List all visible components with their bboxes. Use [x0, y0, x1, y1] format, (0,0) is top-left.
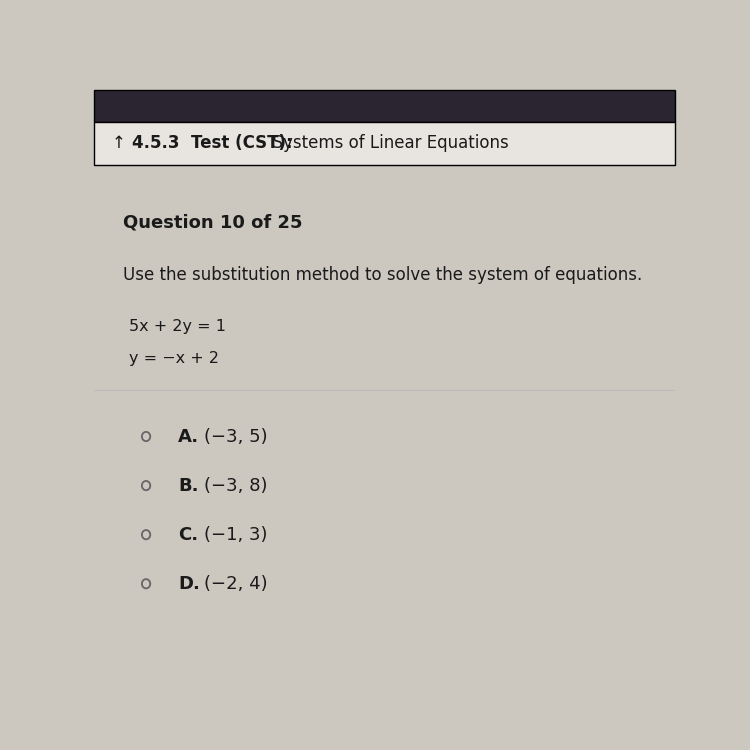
Text: y = −x + 2: y = −x + 2 — [129, 351, 219, 366]
Text: Use the substitution method to solve the system of equations.: Use the substitution method to solve the… — [123, 266, 642, 284]
Text: B.: B. — [178, 476, 199, 494]
Text: Question 10 of 25: Question 10 of 25 — [123, 214, 302, 232]
Text: (−1, 3): (−1, 3) — [204, 526, 268, 544]
FancyBboxPatch shape — [94, 90, 675, 122]
Text: (−2, 4): (−2, 4) — [204, 574, 268, 592]
Text: ↑: ↑ — [111, 134, 125, 152]
Text: 4.5.3  Test (CST):: 4.5.3 Test (CST): — [131, 134, 292, 152]
Text: (−3, 8): (−3, 8) — [204, 476, 268, 494]
Text: (−3, 5): (−3, 5) — [204, 427, 268, 445]
Text: Systems of Linear Equations: Systems of Linear Equations — [262, 134, 509, 152]
FancyBboxPatch shape — [94, 122, 675, 165]
Text: C.: C. — [178, 526, 198, 544]
Text: 5x + 2y = 1: 5x + 2y = 1 — [129, 320, 226, 334]
Text: A.: A. — [178, 427, 200, 445]
Text: D.: D. — [178, 574, 200, 592]
